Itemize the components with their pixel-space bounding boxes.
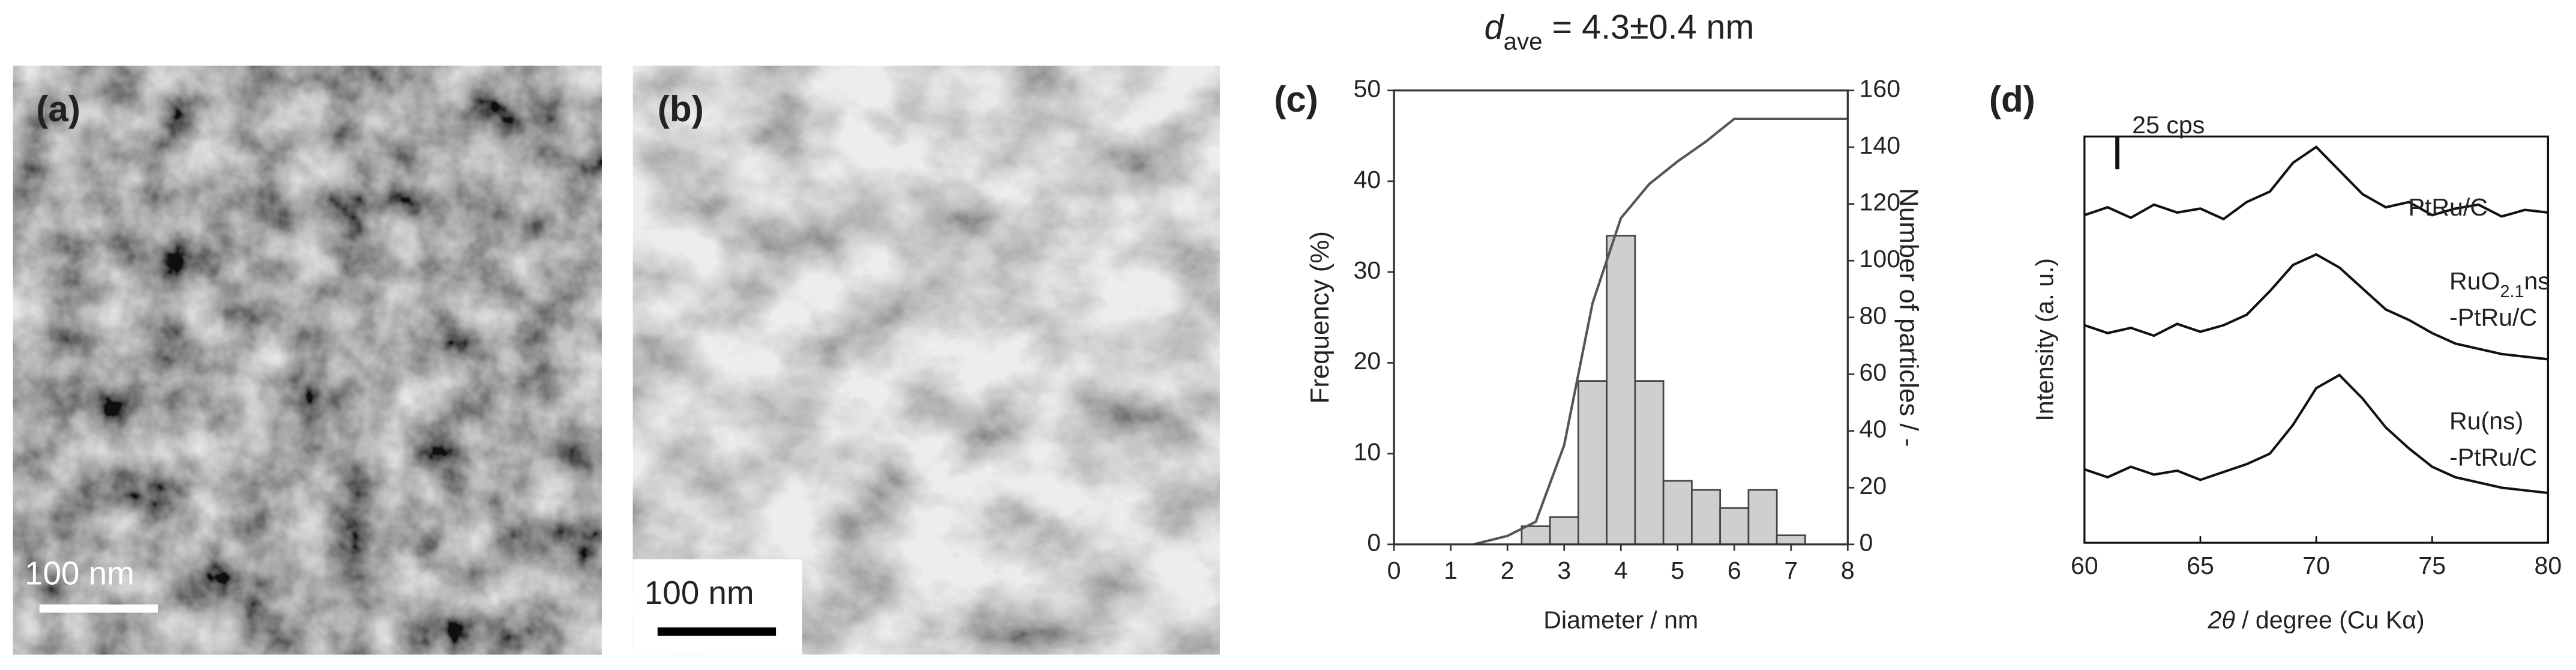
xrd-trace [2084,373,2548,495]
y2-tick-label: 80 [1860,302,1887,330]
x-tick-label: 3 [1557,557,1571,584]
scale-bar-label: 100 nm [25,554,134,591]
subscript: 2.1 [2500,282,2524,301]
bar [1578,380,1608,546]
xrd-trace [2084,253,2548,361]
x-tick-label: 4 [1614,557,1628,584]
x-tick-label: 1 [1444,557,1458,584]
x-axis-label: Diameter / nm [1543,606,1698,633]
series-label: -PtRu/C [2449,303,2537,331]
cumulative-line [1473,117,1848,546]
y2-tick-label: 120 [1860,189,1901,216]
bar [1691,489,1722,546]
y2-tick-label: 160 [1860,75,1901,103]
y-tick-label: 0 [1367,529,1381,557]
x-tick-label: 2 [1501,557,1515,584]
y2-tick-label: 140 [1860,131,1901,159]
y-tick-label: 30 [1354,256,1381,284]
text-part: PtRu/C [2409,193,2488,221]
x-tick-label: 70 [2302,552,2330,579]
panel-label: (d) [1989,79,2035,119]
scale-bar-label: 100 nm [644,574,754,611]
y-tick-label: 10 [1354,438,1381,465]
series-label: PtRu/C [2409,193,2488,221]
bar [1606,235,1636,546]
bar [1634,380,1665,546]
scale-box [632,559,802,655]
text-part: ns [2524,267,2550,295]
y2-tick-label: 40 [1860,415,1887,443]
italic-part: d [1485,8,1505,47]
x-tick-label: 60 [2071,552,2098,579]
series-label: RuO2.1ns [2449,267,2550,301]
series-label: -PtRu/C [2449,443,2537,471]
tem-texture [632,65,1220,655]
bar [1719,507,1750,546]
bar [1662,480,1693,546]
panel-label: (c) [1274,79,1318,119]
series-label: Ru(ns) [2449,407,2523,435]
x-tick-label: 5 [1671,557,1684,584]
y2-tick-label: 0 [1860,529,1873,557]
sem-texture [13,65,602,655]
x-tick-label: 80 [2535,552,2562,579]
subscript: ave [1504,28,1543,55]
x-tick-label: 0 [1387,557,1401,584]
y-axis-label: Intensity (a. u.) [2031,258,2059,421]
y-axis-label: Frequency (%) [1305,231,1335,403]
y2-tick-label: 100 [1860,245,1901,273]
x-tick-label: 7 [1784,557,1798,584]
scale-bar-label: 25 cps [2132,111,2205,139]
text-part: = 4.3±0.4 nm [1543,8,1755,47]
y-tick-label: 20 [1354,347,1381,375]
text-part: -PtRu/C [2449,303,2537,331]
y2-axis-label: Number of particles / - [1894,188,1923,447]
bar [1521,525,1551,546]
y2-tick-label: 20 [1860,472,1887,499]
text-part: -PtRu/C [2449,443,2537,471]
bar [1776,534,1806,546]
text-part: RuO [2449,267,2500,295]
xrd-trace [2084,145,2548,221]
y-tick-label: 40 [1354,166,1381,193]
chart-title: dave = 4.3±0.4 nm [1485,8,1755,55]
x-tick-label: 6 [1728,557,1741,584]
bar [1549,516,1579,546]
text-part: Ru(ns) [2449,407,2523,435]
italic-part: 2θ [2208,606,2235,633]
y2-tick-label: 60 [1860,358,1887,386]
x-tick-label: 65 [2187,552,2214,579]
x-tick-label: 75 [2418,552,2446,579]
y-tick-label: 50 [1354,75,1381,103]
panel-label: (b) [658,88,704,129]
text-part: / degree (Cu Kα) [2235,606,2425,633]
x-tick-label: 8 [1841,557,1855,584]
bar [1747,489,1778,546]
x-axis-label: 2θ / degree (Cu Kα) [2208,606,2425,633]
panel-label: (a) [36,88,80,129]
